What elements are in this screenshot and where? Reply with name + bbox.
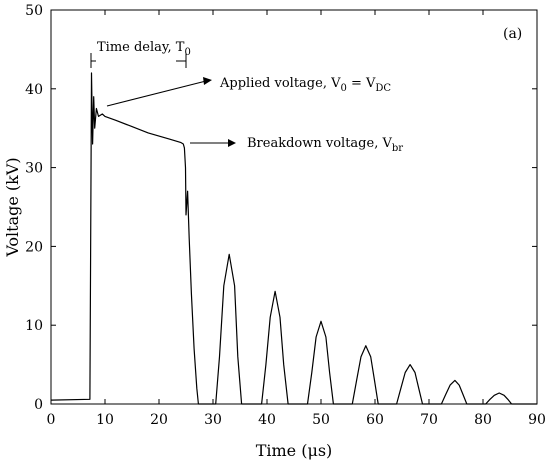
annotation-applied-mid: = V bbox=[347, 76, 376, 91]
x-tick-label: 10 bbox=[96, 412, 114, 428]
y-tick-label: 0 bbox=[34, 397, 43, 413]
applied-voltage-arrow bbox=[106, 77, 212, 107]
x-tick-label: 90 bbox=[528, 412, 546, 428]
x-tick-label: 40 bbox=[258, 412, 276, 428]
x-tick-label: 70 bbox=[420, 412, 438, 428]
y-tick-label: 30 bbox=[25, 161, 43, 177]
annotation-applied-sub2: DC bbox=[375, 83, 391, 94]
annotation-time-delay-sub: 0 bbox=[184, 47, 190, 58]
annotation-breakdown-sub: br bbox=[392, 143, 403, 154]
x-tick-label: 50 bbox=[312, 412, 330, 428]
annotation-applied-main: Applied voltage, V bbox=[219, 76, 341, 91]
plot-frame bbox=[50, 9, 538, 405]
x-tick-label: 30 bbox=[204, 412, 222, 428]
x-tick-label: 80 bbox=[474, 412, 492, 428]
y-tick-label: 10 bbox=[25, 318, 43, 334]
y-tick-label: 40 bbox=[25, 82, 43, 98]
x-tick-label: 0 bbox=[47, 412, 56, 428]
time-delay-bracket bbox=[90, 53, 187, 68]
x-tick-label: 60 bbox=[366, 412, 384, 428]
annotation-breakdown-voltage: Breakdown voltage, Vbr bbox=[247, 136, 403, 154]
annotation-breakdown-main: Breakdown voltage, V bbox=[247, 136, 392, 151]
x-axis-ticks: 0 10 20 30 40 50 60 70 80 90 bbox=[47, 10, 546, 428]
panel-label: (a) bbox=[503, 26, 522, 42]
annotation-applied-voltage: Applied voltage, V0 = VDC bbox=[219, 76, 391, 94]
annotation-time-delay: Time delay, T0 bbox=[97, 40, 191, 58]
y-tick-label: 50 bbox=[25, 3, 43, 19]
breakdown-voltage-arrow bbox=[190, 139, 236, 147]
y-axis-label: Voltage (kV) bbox=[3, 157, 22, 257]
annotation-time-delay-main: Time delay, T bbox=[97, 40, 185, 55]
annotation-applied-sub1: 0 bbox=[340, 83, 346, 94]
series-line-voltage bbox=[50, 72, 537, 405]
x-axis-label: Time (μs) bbox=[256, 441, 333, 460]
y-tick-label: 20 bbox=[25, 239, 43, 255]
x-tick-label: 20 bbox=[150, 412, 168, 428]
y-axis-ticks: 0 10 20 30 40 50 bbox=[25, 3, 537, 413]
